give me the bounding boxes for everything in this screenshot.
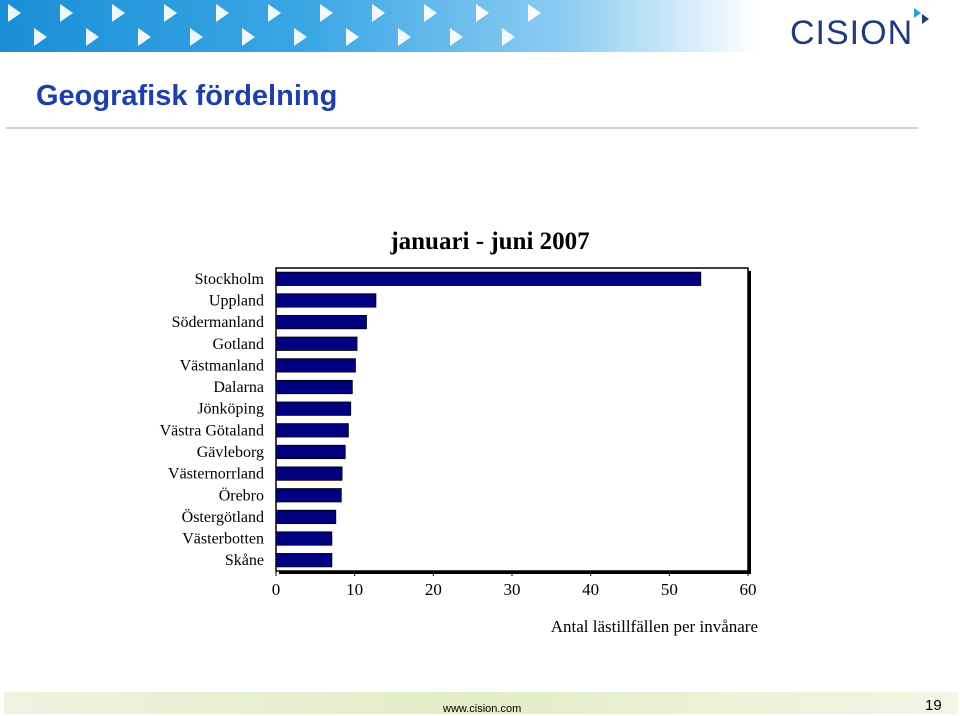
logo-mark-icon [914, 8, 921, 18]
arrow-icon [86, 28, 99, 46]
bar [275, 271, 702, 286]
bar [275, 336, 358, 351]
arrow-icon [346, 28, 359, 46]
category-label: Gävleborg [197, 444, 264, 461]
logo-mark-icon [922, 14, 929, 24]
category-label: Östergötland [182, 508, 264, 526]
category-label: Stockholm [195, 271, 265, 288]
arrow-icon [476, 4, 489, 22]
x-tick-label: 30 [504, 580, 521, 599]
arrow-icon [190, 28, 203, 46]
category-label: Södermanland [172, 314, 264, 331]
bar [275, 531, 333, 546]
arrow-icon [242, 28, 255, 46]
arrow-icon [502, 28, 515, 46]
bar [275, 466, 343, 481]
arrow-icon [216, 4, 229, 22]
bar [275, 509, 337, 525]
arrow-icon [528, 4, 541, 22]
x-tick-label: 60 [740, 580, 757, 599]
category-label: Dalarna [213, 379, 264, 396]
arrow-icon [424, 4, 437, 22]
category-label: Västernorrland [168, 466, 264, 483]
category-label: Jönköping [197, 401, 264, 418]
x-tick-label: 50 [661, 580, 678, 599]
bar [275, 379, 353, 395]
category-label: Örebro [219, 486, 264, 504]
x-axis-title: Antal lästillfällen per invånare [551, 617, 758, 636]
plot-area [275, 267, 749, 572]
x-tick-label: 10 [346, 580, 363, 599]
page-number: 19 [925, 697, 942, 714]
arrow-icon [398, 28, 411, 46]
arrow-icon [268, 4, 281, 22]
arrow-icon [60, 4, 73, 22]
arrow-icon [138, 28, 151, 46]
page-title: Geografisk fördelning [36, 80, 338, 112]
arrow-icon [372, 4, 385, 22]
chart-title: januari - juni 2007 [390, 228, 590, 255]
arrow-icon [164, 4, 177, 22]
bar [275, 358, 356, 373]
category-label: Västmanland [180, 357, 264, 374]
category-label: Uppland [209, 292, 264, 309]
bar [275, 314, 367, 330]
x-tick-label: 0 [272, 580, 281, 599]
arrow-icon [112, 4, 125, 22]
bar [275, 488, 342, 503]
cision-logo: CISION [790, 14, 914, 52]
arrow-icon [8, 4, 21, 22]
header-banner [0, 0, 760, 52]
bar [275, 401, 352, 416]
title-divider [6, 127, 918, 129]
arrow-icon [450, 28, 463, 46]
arrow-icon [294, 28, 307, 46]
category-label: Västra Götaland [160, 422, 264, 439]
arrow-icon [34, 28, 47, 46]
x-tick-label: 20 [425, 580, 442, 599]
bar [275, 444, 346, 460]
footer-url[interactable]: www.cision.com [443, 703, 522, 715]
x-tick-label: 40 [582, 580, 599, 599]
category-label: Västerbotten [182, 531, 264, 548]
bar [275, 553, 333, 568]
bar [275, 293, 377, 308]
category-label: Skåne [225, 552, 264, 569]
footer-bar [4, 692, 958, 714]
bar [275, 423, 349, 438]
category-label: Gotland [212, 336, 264, 353]
arrow-icon [320, 4, 333, 22]
